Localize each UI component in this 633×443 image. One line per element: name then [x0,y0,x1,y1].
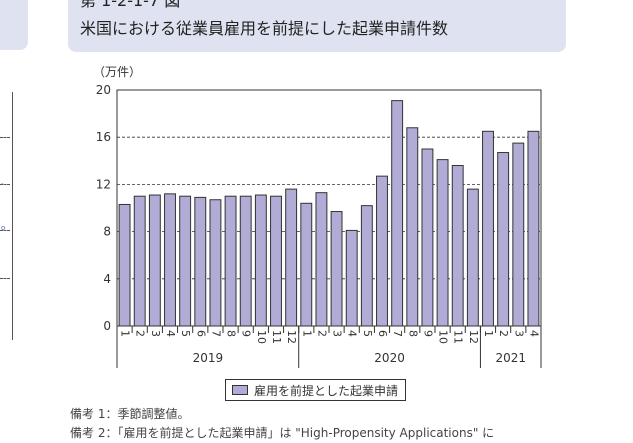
bar [376,175,388,327]
bar [164,193,176,327]
previous-figure-header-fragment [0,0,28,50]
bar [315,192,328,327]
previous-figure-gridline [0,137,10,138]
x-tick-label: 3 [149,330,162,337]
bar [391,100,404,327]
x-tick-label: 4 [164,330,177,337]
previous-figure-axis-fragment: - o [0,92,13,340]
year-label: 2021 [495,351,526,365]
bar [118,203,131,327]
y-axis-unit-label: （万件） [93,65,141,79]
bar [330,211,343,327]
year-label: 2019 [193,351,224,365]
chart-note-2: 備考 2：「雇用を前提とした起業申請」は "High-Propensity Ap… [70,426,495,440]
x-tick-label: 5 [179,330,192,337]
x-tick-label: 6 [376,330,389,337]
bar [451,165,464,327]
x-tick-label: 9 [421,330,434,337]
bar [239,195,252,327]
previous-figure-mark: o [1,224,6,232]
bar [512,142,525,327]
bar [345,229,358,327]
bar [466,188,479,327]
bar [224,195,237,327]
x-tick-label: 3 [512,330,525,337]
bar [406,127,419,327]
previous-figure-gridline [0,278,10,279]
x-tick-label: 1 [482,330,495,337]
bar [179,195,192,327]
x-tick-label: 1 [300,330,313,337]
chart-legend: 雇用を前提とした起業申請 [225,379,407,401]
x-tick-label: 7 [391,330,404,337]
bar [194,196,207,327]
bar [360,205,373,327]
figure-header-panel [68,0,566,52]
x-tick-label: 1 [119,330,132,337]
previous-figure-gridline [0,184,10,185]
x-tick-label: 9 [240,330,253,337]
bar [300,202,313,327]
x-tick-label: 2 [497,330,510,337]
x-tick-label: 8 [406,330,419,337]
y-tick-label: 0 [103,319,111,333]
y-tick-label: 20 [96,83,111,97]
y-tick-label: 16 [96,130,111,144]
x-tick-label: 3 [331,330,344,337]
x-tick-label: 11 [452,330,465,344]
year-label: 2020 [374,351,405,365]
figure-title: 米国における従業員雇用を前提にした起業申請件数 [80,19,449,38]
bar [254,194,267,327]
bar [133,195,146,327]
x-tick-label: 4 [346,330,359,337]
bar [497,152,510,327]
legend-swatch [232,385,248,395]
bar [482,130,494,327]
x-tick-label: 12 [467,330,480,344]
bar [436,159,449,327]
bar [527,130,540,327]
x-tick-label: 12 [285,330,298,344]
bar [421,148,434,327]
x-tick-label: 11 [270,330,283,344]
x-tick-label: 8 [225,330,238,337]
x-tick-label: 10 [437,330,450,344]
previous-figure-gridline [0,230,10,231]
y-tick-label: 8 [103,225,111,239]
x-tick-label: 4 [527,330,540,337]
x-tick-label: 2 [315,330,328,337]
x-tick-label: 6 [194,330,207,337]
previous-figure-mark: - [1,180,4,188]
legend-label: 雇用を前提とした起業申請 [254,383,399,398]
x-tick-label: 2 [134,330,147,337]
bar [209,199,222,327]
bar [285,188,298,327]
bar [148,194,161,327]
x-tick-label: 5 [361,330,374,337]
chart-note-1: 備考 1：季節調整値。 [70,407,190,421]
x-tick-label: 7 [209,330,222,337]
y-tick-label: 4 [103,272,111,286]
figure-number: 第 1-2-1-7 図 [80,0,181,10]
x-tick-label: 10 [255,330,268,344]
bar [270,195,282,327]
y-tick-label: 12 [96,177,111,191]
